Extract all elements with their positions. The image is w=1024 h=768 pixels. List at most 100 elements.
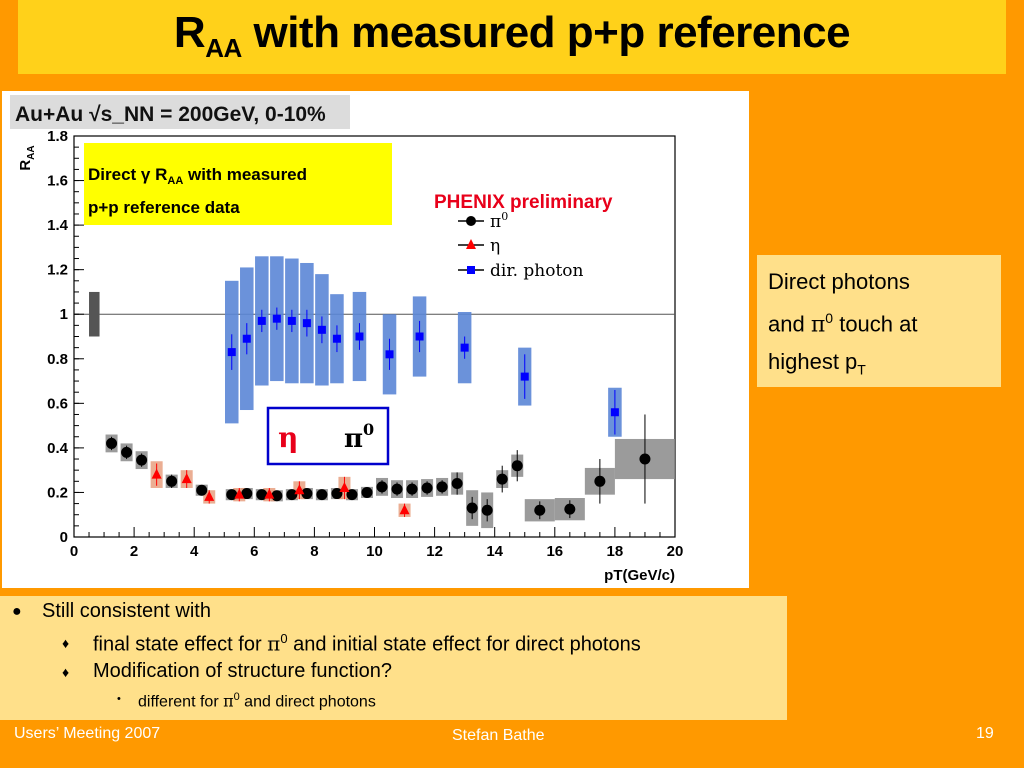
y-tick-label: 1 <box>60 306 68 323</box>
y-tick-label: 1.6 <box>47 173 68 190</box>
photon-point <box>460 343 469 352</box>
photon-point <box>287 316 296 325</box>
y-tick-label: 0.6 <box>47 395 68 412</box>
bullet-small-dot-icon: • <box>117 693 121 705</box>
x-tick-label: 16 <box>546 543 563 560</box>
global-uncertainty-box <box>89 291 100 337</box>
photon-point <box>610 408 619 417</box>
bullet-diamond-icon: ♦ <box>62 635 70 651</box>
eta-point <box>234 488 245 499</box>
pi0-point <box>361 486 373 498</box>
x-tick-label: 20 <box>667 543 684 560</box>
legend-photon-marker <box>467 266 475 274</box>
y-axis-label: RAA <box>17 145 37 170</box>
bullet-line2: final state effect for π0 and initial st… <box>93 631 641 656</box>
photon-point <box>415 332 424 341</box>
pi0-point <box>226 489 238 501</box>
inset-eta-label: η <box>278 421 298 454</box>
bullet-line4: different for π0 and direct photons <box>138 691 376 711</box>
y-tick-label: 1.4 <box>47 217 69 234</box>
pi0-point <box>534 504 546 516</box>
pi0-point <box>331 488 343 500</box>
y-tick-label: 1.2 <box>47 262 68 279</box>
side-note-text: Direct photons and π0 touch at highest p… <box>768 263 996 389</box>
x-tick-label: 14 <box>486 543 503 560</box>
side-note-line3: highest pT <box>768 349 866 378</box>
raa-chart: Au+Au √s_NN = 200GeV, 0-10% 0 2 4 6 8 10 12 14 1… <box>10 95 684 584</box>
legend-label: η <box>490 236 500 256</box>
photon-point <box>272 314 281 323</box>
x-tick-label: 0 <box>70 543 78 560</box>
legend-label: dir. photon <box>490 261 584 281</box>
side-note-line1: Direct photons <box>768 269 910 294</box>
pi0-point <box>196 484 208 496</box>
annotation-box <box>84 143 392 225</box>
annotation-line1: Direct γ RAA with measured <box>88 165 307 187</box>
legend-eta-marker <box>466 239 476 249</box>
eta-point <box>181 473 192 484</box>
pi0-point <box>376 481 388 493</box>
x-tick-label: 10 <box>366 543 383 560</box>
bullet-line1: Still consistent with <box>42 600 211 622</box>
title-r: R <box>173 8 206 57</box>
pi0-point <box>286 489 298 501</box>
x-tick-label: 12 <box>426 543 443 560</box>
x-tick-label: 2 <box>130 543 138 560</box>
y-tick-label: 0.4 <box>47 440 69 457</box>
photon-point <box>317 325 326 334</box>
legend-label: π0 <box>490 210 508 232</box>
photon-point <box>332 334 341 343</box>
x-tick-label: 6 <box>250 543 258 560</box>
slide-title: RAA with measured p+p reference <box>18 8 1006 64</box>
pi0-point <box>406 483 418 495</box>
pi0-point <box>256 489 268 501</box>
x-tick-label: 8 <box>310 543 318 560</box>
y-tick-label: 0 <box>60 529 68 546</box>
legend-pi0-marker <box>466 216 476 226</box>
photon-point <box>227 348 236 357</box>
bullet-dot-icon: ● <box>12 603 22 620</box>
y-tick-label: 0.2 <box>47 484 68 501</box>
bullet-line3: Modification of structure function? <box>93 660 393 682</box>
x-axis-label: pT(GeV/c) <box>604 567 675 584</box>
x-tick-label: 18 <box>607 543 624 560</box>
pi0-point <box>121 446 133 458</box>
eta-point <box>399 504 410 515</box>
pi0-point <box>391 483 403 495</box>
eta-point <box>204 490 215 501</box>
photon-point <box>385 350 394 359</box>
pi0-point <box>316 489 328 501</box>
pi0-point <box>301 488 313 500</box>
raa-plot-panel: Au+Au √s_NN = 200GeV, 0-10% 0 2 4 6 8 10 12 14 1… <box>2 91 749 588</box>
inset-box <box>266 406 390 466</box>
pi0-point <box>639 453 651 465</box>
eta-point <box>151 468 162 479</box>
title-bar: RAA with measured p+p reference <box>18 0 1006 74</box>
pi0-point <box>496 473 508 485</box>
photon-point <box>242 334 251 343</box>
bullet-diamond-icon: ♦ <box>62 664 70 680</box>
pi0-point <box>166 475 178 487</box>
eta-point <box>264 488 275 499</box>
plot-marks <box>89 256 675 529</box>
eta-point <box>294 484 305 495</box>
footer-meeting: Users’ Meeting 2007 <box>14 725 161 742</box>
pi0-point <box>481 504 493 516</box>
x-tick-label: 4 <box>190 543 199 560</box>
side-note-line2: and π0 touch at <box>768 310 918 338</box>
pi0-point <box>594 475 606 487</box>
y-tick-label: 1.8 <box>47 128 68 145</box>
pi0-point <box>466 502 478 514</box>
pi0-point <box>106 437 118 449</box>
pi0-point <box>136 454 148 466</box>
pi0-point <box>421 482 433 494</box>
pi0-point <box>511 460 523 472</box>
photon-point <box>257 316 266 325</box>
pi0-point <box>451 478 463 490</box>
experiment-label: PHENIX preliminary <box>434 192 613 213</box>
footer-author: Stefan Bathe <box>452 727 545 744</box>
photon-point <box>355 332 364 341</box>
side-note-box: Direct photons and π0 touch at highest p… <box>757 255 1001 387</box>
legend: π0 η dir. photon <box>458 210 584 281</box>
photon-point <box>520 372 529 381</box>
